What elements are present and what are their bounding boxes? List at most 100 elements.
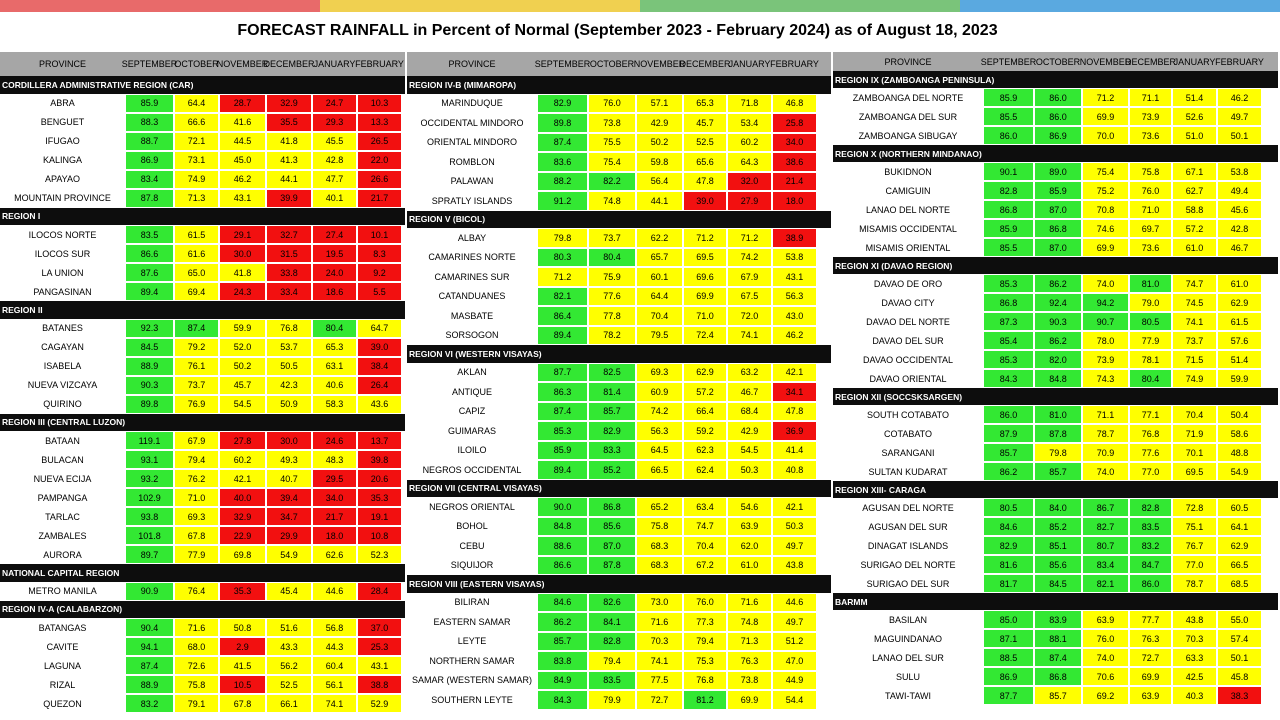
province-name: DAVAO DEL NORTE xyxy=(866,316,950,327)
rainfall-cell: 32.9 xyxy=(266,93,312,113)
rainfall-cell: 68.5 xyxy=(1217,574,1262,593)
rainfall-cell: 86.6 xyxy=(537,555,588,575)
rainfall-cell: 51.4 xyxy=(1217,350,1262,369)
rainfall-cell: 47.8 xyxy=(683,171,727,191)
rainfall-cell: 85.5 xyxy=(983,238,1034,257)
rainfall-cell: 61.5 xyxy=(174,225,219,244)
rainfall-cell: 74.0 xyxy=(1082,462,1129,481)
rainfall-cell: 84.0 xyxy=(1034,498,1082,517)
region-header: NATIONAL CAPITAL REGION xyxy=(0,564,405,582)
rainfall-cell: 74.6 xyxy=(1082,219,1129,238)
rainfall-cell: 70.6 xyxy=(1082,667,1129,686)
province-name: AURORA xyxy=(43,549,82,560)
rainfall-cell: 50.4 xyxy=(1217,405,1262,424)
rainfall-cell: 83.6 xyxy=(537,152,588,172)
rainfall-cell: 45.7 xyxy=(219,375,266,395)
rainfall-cell: 76.3 xyxy=(727,651,772,671)
rainfall-cell: 94.1 xyxy=(125,637,174,656)
rainfall-cell: 43.1 xyxy=(772,267,817,287)
rainfall-cell: 81.4 xyxy=(588,382,636,402)
rainfall-cell: 85.9 xyxy=(983,219,1034,238)
rainfall-cell: 9.2 xyxy=(357,263,402,282)
rainfall-cell: 75.4 xyxy=(1082,162,1129,181)
table-header: PROVINCE SEPTEMBER OCTOBER NOVEMBER DECEMBER… xyxy=(0,52,405,76)
rainfall-cell: 44.3 xyxy=(312,637,357,656)
province-name: DINAGAT ISLANDS xyxy=(867,540,949,551)
rainfall-cell: 29.1 xyxy=(219,225,266,244)
table-row: CAMARINES NORTE 80.3 80.4 65.7 69.5 74.2 53.8 xyxy=(407,247,831,267)
rainfall-cell: 89.4 xyxy=(537,460,588,480)
rainfall-cell: 90.7 xyxy=(1082,312,1129,331)
table-row: COTABATO 87.9 87.8 78.7 76.8 71.9 58.6 xyxy=(833,424,1278,443)
rainfall-cell: 34.7 xyxy=(266,507,312,526)
province-name: ALBAY xyxy=(457,232,487,243)
rainfall-cell: 89.7 xyxy=(125,545,174,564)
rainfall-cell: 64.7 xyxy=(357,318,402,338)
rainfall-cell: 82.1 xyxy=(537,286,588,306)
rainfall-cell: 89.8 xyxy=(537,113,588,133)
rainfall-cell: 80.5 xyxy=(1129,312,1172,331)
rainfall-cell: 58.3 xyxy=(312,394,357,414)
rainfall-cell: 46.2 xyxy=(772,325,817,345)
rainfall-cell: 79.2 xyxy=(174,337,219,357)
province-name: MOUNTAIN PROVINCE xyxy=(14,193,111,203)
rainfall-cell: 85.7 xyxy=(1034,686,1082,705)
province-name: NUEVA ECIJA xyxy=(33,473,92,484)
rainfall-cell: 50.2 xyxy=(636,132,683,152)
rainfall-cell: 69.9 xyxy=(1082,107,1129,126)
rainfall-cell: 39.9 xyxy=(266,188,312,208)
rainfall-cell: 82.0 xyxy=(1034,350,1082,369)
province-name: DAVAO OCCIDENTAL xyxy=(862,354,953,365)
rainfall-cell: 84.3 xyxy=(983,369,1034,388)
province-name: BATANGAS xyxy=(38,622,87,633)
rainfall-cell: 62.4 xyxy=(683,460,727,480)
table-row: TAWI-TAWI 87.7 85.7 69.2 63.9 40.3 38.3 xyxy=(833,686,1278,705)
rainfall-cell: 21.7 xyxy=(312,507,357,526)
rainfall-cell: 87.4 xyxy=(125,656,174,675)
table-row: ROMBLON 83.6 75.4 59.8 65.6 64.3 38.6 xyxy=(407,152,831,172)
rainfall-cell: 34.0 xyxy=(772,132,817,152)
table-row: APAYAO 83.4 74.9 46.2 44.1 47.7 26.6 xyxy=(0,169,405,189)
rainfall-cell: 86.8 xyxy=(1034,667,1082,686)
rainfall-cell: 90.0 xyxy=(537,497,588,517)
rainfall-cell: 83.5 xyxy=(125,225,174,244)
rainfall-cell: 47.7 xyxy=(312,169,357,189)
rainfall-cell: 10.8 xyxy=(357,526,402,545)
province-name: CATANDUANES xyxy=(438,291,506,302)
province-name: SPRATLY ISLANDS xyxy=(431,195,513,206)
rainfall-cell: 74.7 xyxy=(683,516,727,536)
month-header: FEBRUARY xyxy=(355,59,404,69)
rainfall-cell: 77.5 xyxy=(636,670,683,690)
rainfall-cell: 86.2 xyxy=(537,612,588,632)
rainfall-cell: 87.3 xyxy=(983,312,1034,331)
table-row: MISAMIS OCCIDENTAL 85.9 86.8 74.6 69.7 57.2 42… xyxy=(833,219,1278,238)
rainfall-cell: 60.4 xyxy=(312,656,357,675)
rainfall-cell: 60.2 xyxy=(219,450,266,469)
rainfall-cell: 64.4 xyxy=(174,93,219,113)
province-name: BENGUET xyxy=(40,117,85,127)
rainfall-cell: 83.2 xyxy=(1129,536,1172,555)
rainfall-cell: 84.8 xyxy=(537,516,588,536)
rainfall-cell: 46.8 xyxy=(772,93,817,113)
province-header: PROVINCE xyxy=(38,59,86,69)
rainfall-cell: 22.0 xyxy=(357,150,402,170)
rainfall-cell: 49.7 xyxy=(772,612,817,632)
rainfall-cell: 86.8 xyxy=(588,497,636,517)
month-header: NOVEMBER xyxy=(1079,56,1132,67)
rainfall-cell: 69.2 xyxy=(1082,686,1129,705)
rainfall-cell: 75.9 xyxy=(588,267,636,287)
rainfall-cell: 71.3 xyxy=(174,188,219,208)
rainfall-cell: 25.3 xyxy=(357,637,402,656)
table-row: CAVITE 94.1 68.0 2.9 43.3 44.3 25.3 xyxy=(0,637,405,656)
rainfall-cell: 74.2 xyxy=(727,247,772,267)
rainfall-cell: 42.9 xyxy=(636,113,683,133)
table-row: LANAO DEL SUR 88.5 87.4 74.0 72.7 63.3 50.1 xyxy=(833,648,1278,667)
rainfall-cell: 79.0 xyxy=(1129,293,1172,312)
province-name: MAGUINDANAO xyxy=(873,633,942,644)
rainfall-cell: 13.3 xyxy=(357,112,402,132)
rainfall-cell: 57.2 xyxy=(683,382,727,402)
province-name: LEYTE xyxy=(457,636,487,647)
province-name: BATAAN xyxy=(45,435,80,446)
top-color-bar xyxy=(0,0,1280,12)
rainfall-cell: 68.3 xyxy=(636,555,683,575)
